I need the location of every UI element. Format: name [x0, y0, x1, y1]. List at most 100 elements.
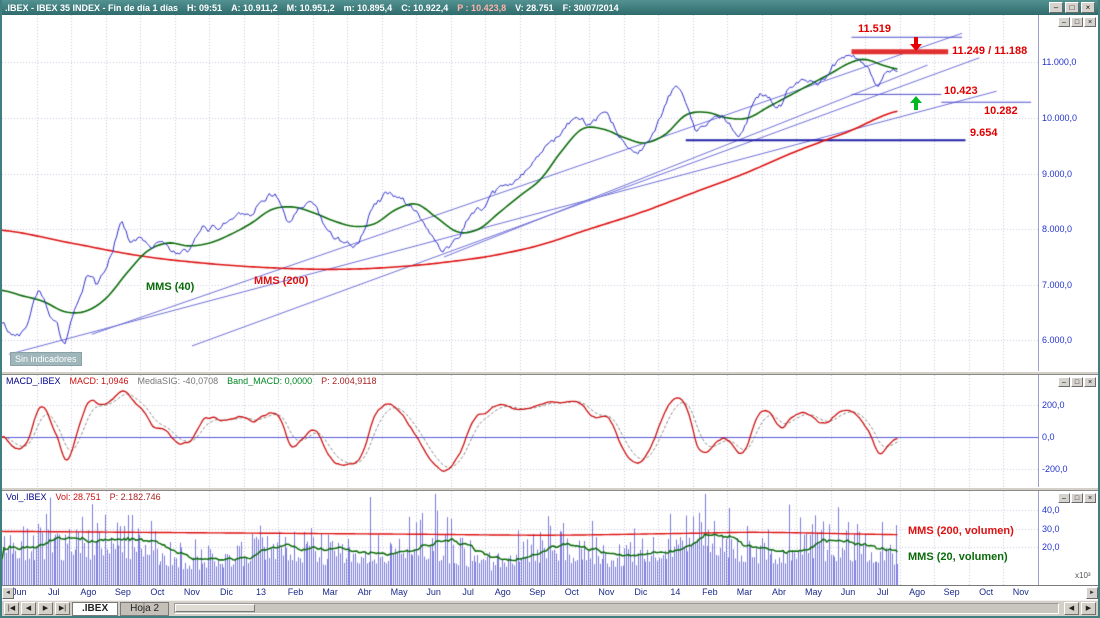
time-axis-label: Ago	[80, 587, 97, 597]
panel-close-button[interactable]: ×	[1084, 377, 1096, 387]
axis-tick-label: 11.000,0	[1042, 57, 1077, 68]
tab-scroll-left-button[interactable]: ◀	[1064, 602, 1079, 615]
text-segment: A: 10.911,2	[231, 2, 278, 13]
text-segment: C: 10.922,4	[401, 2, 449, 13]
time-axis-label: Nov	[1012, 587, 1029, 597]
scroll-chart-right-button[interactable]: ►	[1086, 587, 1098, 599]
time-axis-label: Feb	[702, 587, 718, 597]
panel-close-button[interactable]: ×	[1084, 493, 1096, 503]
price-y-axis[interactable]: 11.000,0 10.000,0 9.000,0 8.000,0 7.000,0 6.0…	[1038, 15, 1098, 371]
volume-panel: 40,0 30,0 20,0 x10³ MMS (200, volumen) MMS (…	[2, 491, 1098, 585]
tab-scroll-right-button[interactable]: ▶	[1081, 602, 1096, 615]
window-controls: – □ ×	[1049, 2, 1095, 13]
volume-chart-canvas[interactable]	[2, 491, 1038, 585]
maximize-icon: □	[1074, 18, 1080, 26]
axis-tick-label: 30,0	[1042, 523, 1060, 534]
panel-splitter[interactable]	[2, 487, 1098, 491]
panel-splitter[interactable]	[2, 371, 1098, 375]
minimize-icon: –	[1062, 494, 1066, 502]
panel-maximize-button[interactable]: □	[1071, 377, 1083, 387]
text-segment: H: 09:51	[187, 2, 223, 13]
time-axis-label: Jun	[426, 587, 441, 597]
volume-y-axis[interactable]: 40,0 30,0 20,0 x10³	[1038, 491, 1098, 585]
time-axis-labels: Jun Jul Ago Sep Oct Nov Dic 13 Feb Mar Abr May Jun Ju…	[2, 587, 1038, 600]
horizontal-scrollbar[interactable]	[174, 603, 1059, 614]
tab-hoja2[interactable]: Hoja 2	[120, 601, 170, 616]
maximize-icon: □	[1074, 494, 1080, 502]
window-title: .IBEX - IBEX 35 INDEX - Fin de día 1 día…	[5, 3, 1049, 13]
time-axis-label: Jun	[840, 587, 856, 597]
scroll-chart-left-button[interactable]: ◄	[2, 587, 14, 599]
panel-maximize-button[interactable]: □	[1071, 493, 1083, 503]
time-axis-label: Ago	[494, 587, 511, 597]
minimize-icon: –	[1062, 18, 1066, 26]
macd-panel: 200,0 0,0 -200,0 MACD_.IBEX MACD: 1,0946 Med…	[2, 375, 1098, 487]
time-axis-label: Nov	[183, 587, 200, 597]
panel-close-button[interactable]: ×	[1084, 17, 1096, 27]
macd-y-axis[interactable]: 200,0 0,0 -200,0	[1038, 375, 1098, 487]
maximize-icon: □	[1069, 2, 1075, 12]
first-sheet-button[interactable]: |◀	[4, 602, 19, 615]
no-indicators-chip: Sin indicadores	[10, 352, 82, 366]
time-axis-label: Dic	[634, 587, 648, 597]
axis-tick-label: 200,0	[1042, 399, 1065, 410]
time-axis-label: Mar	[322, 587, 338, 597]
axis-tick-label: 7.000,0	[1042, 279, 1073, 290]
time-axis-label: May	[805, 587, 823, 597]
panel-maximize-button[interactable]: □	[1071, 17, 1083, 27]
time-axis[interactable]: ◄ Jun Jul Ago Sep Oct Nov Dic 13 Feb Mar Abr May Jun…	[2, 585, 1098, 600]
time-axis-label: Jul	[876, 587, 889, 597]
close-icon: ×	[1087, 494, 1093, 502]
close-icon: ×	[1085, 2, 1091, 12]
scrollbar-thumb[interactable]	[175, 604, 256, 612]
tab-ibex[interactable]: .IBEX	[72, 601, 119, 616]
axis-tick-label: 8.000,0	[1042, 224, 1073, 235]
window-maximize-button[interactable]: □	[1065, 2, 1079, 13]
window-titlebar[interactable]: .IBEX - IBEX 35 INDEX - Fin de día 1 día…	[2, 0, 1098, 15]
time-axis-label: 14	[670, 587, 681, 597]
volume-panel-window-controls: – □ ×	[1058, 493, 1096, 503]
window-minimize-button[interactable]: –	[1049, 2, 1063, 13]
prev-sheet-button[interactable]: ◀	[21, 602, 36, 615]
sheet-tab-bar: |◀ ◀ ▶ ▶| .IBEX Hoja 2 ◀ ▶	[2, 600, 1098, 616]
text-segment: V: 28.751	[515, 2, 554, 13]
time-axis-label: Mar	[736, 587, 753, 597]
time-axis-label: Abr	[771, 587, 787, 597]
axis-tick-label: 10.000,0	[1042, 112, 1078, 123]
next-sheet-button[interactable]: ▶	[38, 602, 53, 615]
window-close-button[interactable]: ×	[1081, 2, 1095, 13]
axis-tick-label: 6.000,0	[1042, 335, 1073, 346]
text-segment: F: 30/07/2014	[562, 2, 619, 13]
time-axis-label: Oct	[150, 587, 165, 597]
close-icon: ×	[1087, 18, 1093, 26]
text-segment: M: 10.951,2	[286, 2, 335, 13]
text-segment: P : 10.423,8	[457, 2, 507, 13]
axis-tick-label: 20,0	[1042, 542, 1060, 553]
time-axis-label: May	[390, 587, 408, 597]
time-axis-label: Abr	[357, 587, 372, 597]
text-segment: .IBEX - IBEX 35 INDEX - Fin de día 1 día…	[5, 2, 179, 13]
axis-tick-label: 0,0	[1042, 432, 1055, 443]
panel-minimize-button[interactable]: –	[1058, 17, 1070, 27]
macd-panel-window-controls: – □ ×	[1058, 377, 1096, 387]
time-axis-label: Nov	[598, 587, 615, 597]
time-axis-label: Sep	[114, 587, 131, 597]
close-icon: ×	[1087, 378, 1093, 386]
price-chart-canvas[interactable]	[2, 15, 1038, 371]
volume-axis-multiplier: x10³	[1075, 571, 1091, 580]
last-sheet-button[interactable]: ▶|	[55, 602, 70, 615]
panel-minimize-button[interactable]: –	[1058, 377, 1070, 387]
time-axis-label: Oct	[564, 587, 579, 597]
axis-tick-label: -200,0	[1042, 464, 1068, 475]
maximize-icon: □	[1074, 378, 1080, 386]
macd-chart-canvas[interactable]	[2, 375, 1038, 487]
time-axis-label: Sep	[529, 587, 546, 597]
axis-tick-label: 40,0	[1042, 504, 1060, 515]
time-axis-label: Jun	[12, 587, 27, 597]
panel-minimize-button[interactable]: –	[1058, 493, 1070, 503]
time-axis-label: Oct	[979, 587, 994, 597]
minimize-icon: –	[1062, 378, 1066, 386]
text-segment: m: 10.895,4	[343, 2, 393, 13]
price-panel: 11.000,0 10.000,0 9.000,0 8.000,0 7.000,0 6.0…	[2, 15, 1098, 371]
